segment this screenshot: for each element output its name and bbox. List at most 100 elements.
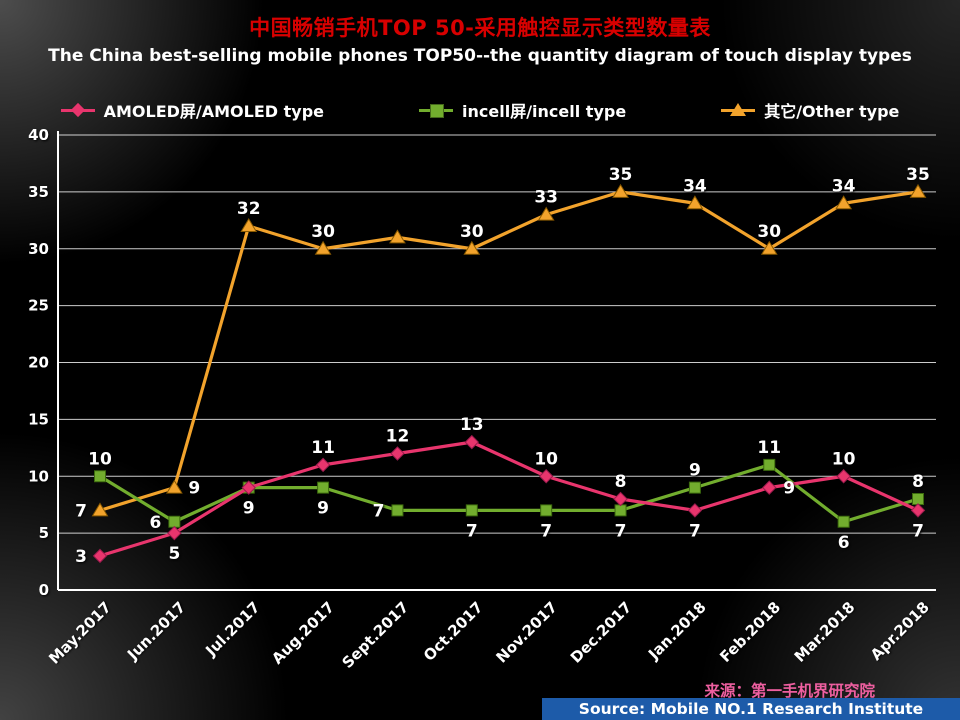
value-label-incell: 7 <box>540 521 552 541</box>
x-tick-label: Nov.2017 <box>493 598 562 667</box>
legend-item-incell: incell屏/incell type <box>419 98 626 122</box>
legend-item-amoled: AMOLED屏/AMOLED type <box>60 98 325 122</box>
x-tick-label: Jun.2017 <box>123 598 189 664</box>
chart-subtitle: The China best-selling mobile phones TOP… <box>48 46 912 66</box>
data-point-amoled <box>92 548 108 564</box>
data-point-incell <box>688 481 701 494</box>
y-tick-label: 30 <box>28 240 49 258</box>
data-point-other <box>612 183 629 198</box>
value-label-amoled: 7 <box>912 521 924 541</box>
value-label-amoled: 11 <box>311 438 335 458</box>
triangle-marker-icon <box>721 101 756 119</box>
data-point-incell <box>540 504 553 517</box>
value-label-amoled: 10 <box>534 449 558 469</box>
value-label-incell: 10 <box>88 449 112 469</box>
y-tick-label: 25 <box>28 297 49 315</box>
data-point-other <box>314 240 332 255</box>
data-point-amoled <box>390 446 405 461</box>
value-label-amoled: 5 <box>168 544 180 564</box>
value-label-other: 35 <box>609 165 633 185</box>
source-text-en: Source: Mobile NO.1 Research Institute <box>578 700 924 718</box>
x-tick-label: Sept.2017 <box>339 598 413 672</box>
data-point-other <box>91 502 109 517</box>
value-label-amoled: 10 <box>832 449 856 469</box>
data-point-other <box>760 240 778 255</box>
value-label-incell: 9 <box>317 499 329 519</box>
data-point-amoled <box>762 480 777 495</box>
data-point-other <box>463 240 481 255</box>
y-tick-label: 35 <box>28 183 49 201</box>
data-point-amoled <box>167 525 182 541</box>
x-tick-label: May.2017 <box>45 598 115 668</box>
y-tick-label: 15 <box>28 410 49 428</box>
value-label-amoled: 9 <box>783 479 795 499</box>
data-point-other <box>389 229 406 244</box>
value-label-incell: 11 <box>757 438 781 458</box>
source-banner-en: Source: Mobile NO.1 Research Institute <box>542 698 960 720</box>
x-tick-label: Jan.2018 <box>644 598 710 664</box>
data-point-other <box>165 479 183 494</box>
y-tick-label: 40 <box>28 126 49 144</box>
y-tick-label: 5 <box>39 524 49 542</box>
value-label-incell: 7 <box>373 501 385 521</box>
x-tick-label: Dec.2017 <box>567 598 636 667</box>
value-label-incell: 9 <box>689 461 701 481</box>
data-point-amoled <box>241 480 256 495</box>
data-point-incell <box>912 493 924 505</box>
value-label-other: 35 <box>906 165 930 185</box>
data-point-incell <box>391 504 404 517</box>
chart-title: 中国畅销手机TOP 50-采用触控显示类型数量表 <box>249 16 711 40</box>
data-point-amoled <box>315 457 331 473</box>
value-label-other: 30 <box>460 222 484 242</box>
legend-label-amoled: AMOLED屏/AMOLED type <box>103 102 325 121</box>
data-point-incell <box>614 504 627 517</box>
value-label-incell: 6 <box>838 533 850 553</box>
data-point-amoled <box>687 503 703 518</box>
value-label-other: 33 <box>534 188 558 208</box>
data-point-incell <box>763 458 776 471</box>
value-label-amoled: 8 <box>615 472 627 492</box>
data-point-amoled <box>464 434 480 450</box>
y-tick-label: 20 <box>28 354 49 372</box>
y-tick-label: 0 <box>39 581 49 599</box>
chart-legend: AMOLED屏/AMOLED type incell屏/incell type 其它… <box>0 98 960 122</box>
data-point-other <box>686 195 704 210</box>
data-point-amoled <box>910 503 926 518</box>
legend-label-incell: incell屏/incell type <box>462 102 627 121</box>
data-point-incell <box>465 504 478 517</box>
value-label-incell: 9 <box>243 499 255 519</box>
value-label-other: 34 <box>832 176 856 196</box>
data-point-other <box>835 195 853 210</box>
value-label-amoled: 13 <box>460 415 484 435</box>
x-tick-label: Jul.2017 <box>201 598 263 660</box>
data-point-amoled <box>613 491 628 507</box>
source-text-cn: 来源：第一手机界研究院 <box>704 682 875 700</box>
data-point-amoled <box>836 469 851 484</box>
x-tick-label: Apr.2018 <box>867 598 933 664</box>
data-point-incell <box>317 481 330 494</box>
x-tick-label: Mar.2018 <box>791 598 859 666</box>
value-label-incell: 6 <box>150 513 162 533</box>
value-label-amoled: 7 <box>689 521 701 541</box>
value-label-other: 7 <box>75 501 87 521</box>
legend-label-other: 其它/Other type <box>764 102 900 121</box>
value-label-other: 30 <box>757 222 781 242</box>
x-tick-label: Aug.2017 <box>268 598 338 668</box>
series-line-incell <box>98 463 920 524</box>
x-tick-label: Feb.2018 <box>716 598 784 666</box>
value-label-amoled: 12 <box>386 427 410 447</box>
data-point-other <box>537 206 555 221</box>
value-label-amoled: 3 <box>75 547 87 567</box>
data-point-amoled <box>538 469 554 484</box>
value-label-other: 34 <box>683 176 707 196</box>
data-point-incell <box>837 515 850 528</box>
series-line-amoled <box>98 440 920 558</box>
square-marker-icon <box>419 101 454 119</box>
value-label-other: 30 <box>311 222 335 242</box>
data-point-other <box>909 183 927 198</box>
data-point-incell <box>94 470 106 483</box>
x-tick-label: Oct.2017 <box>420 598 487 665</box>
value-label-other: 9 <box>188 479 200 499</box>
data-point-incell <box>168 515 181 528</box>
